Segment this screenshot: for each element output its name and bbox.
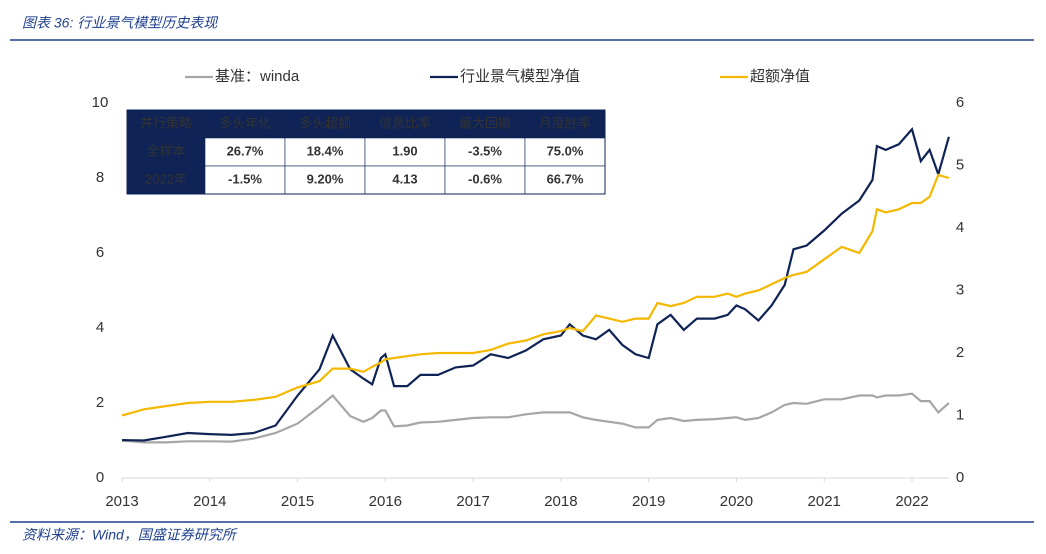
y2-tick-label: 5 [956,156,964,173]
table-cell-bg [204,137,286,167]
table-cell-bg [444,165,526,195]
series-line [121,173,950,417]
legend-label: 行业景气模型净值 [460,68,580,85]
table-cell: -0.6% [468,171,502,186]
table-border [126,109,606,195]
table-cell-bg [364,165,446,195]
table-header-cell [205,110,285,138]
y-tick-label: 2 [96,394,104,411]
x-tick-label: 2019 [632,493,665,510]
table-header-cell [525,110,605,138]
x-tick-label: 2015 [281,493,314,510]
y-tick-label: 10 [92,94,109,111]
y2-tick-label: 3 [956,281,964,298]
series-line [121,392,950,444]
x-tick-label: 2016 [369,493,402,510]
x-tick-label: 2018 [544,493,577,510]
table-header-cell [445,110,525,138]
x-tick-label: 2017 [456,493,489,510]
chart-title: 图表 36: 行业景气模型历史表现 [22,15,219,31]
table-cell: 66.7% [547,171,584,186]
legend-label: 超额净值 [750,68,810,85]
table-cell: 18.4% [307,143,344,158]
x-tick-label: 2013 [105,493,138,510]
y-tick-label: 0 [96,469,104,486]
y2-tick-label: 0 [956,469,964,486]
table-cell: 26.7% [227,143,264,158]
table-header-cell [365,110,445,138]
y-tick-label: 6 [96,244,104,261]
table-cell-bg [204,165,286,195]
table-header: 信息比率 [379,115,431,130]
table-cell: 全样本 [146,143,185,158]
y2-tick-label: 6 [956,94,964,111]
table-cell-bg [524,165,606,195]
source-note: 资料来源：Wind，国盛证券研究所 [22,527,238,543]
y-tick-label: 4 [96,319,104,336]
table-header: 月度胜率 [539,115,591,130]
y-tick-label: 8 [96,169,104,186]
table-cell: -1.5% [228,171,262,186]
legend-label: 基准：winda [215,68,300,85]
y2-tick-label: 4 [956,219,964,236]
table-cell: 1.90 [392,143,417,158]
x-tick-label: 2020 [720,493,753,510]
table-cell-bg [284,137,366,167]
y2-tick-label: 1 [956,406,964,423]
table-header: 多头年化 [219,115,271,130]
table-header: 最大回撤 [459,115,511,130]
table-cell-bg [444,137,526,167]
x-tick-label: 2014 [193,493,226,510]
series-line [121,127,950,442]
table-cell: -3.5% [468,143,502,158]
x-tick-label: 2022 [895,493,928,510]
table-header-cell [127,110,205,138]
table-header-cell [285,110,365,138]
table-header: 并行策略 [140,115,192,130]
x-tick-label: 2021 [808,493,841,510]
table-cell: 9.20% [307,171,344,186]
table-header: 多头超额 [299,115,351,130]
table-cell: 2022年 [145,171,187,186]
table-cell: 75.0% [547,143,584,158]
table-cell: 4.13 [392,171,417,186]
table-cell-bg [284,165,366,195]
y2-tick-label: 2 [956,344,964,361]
